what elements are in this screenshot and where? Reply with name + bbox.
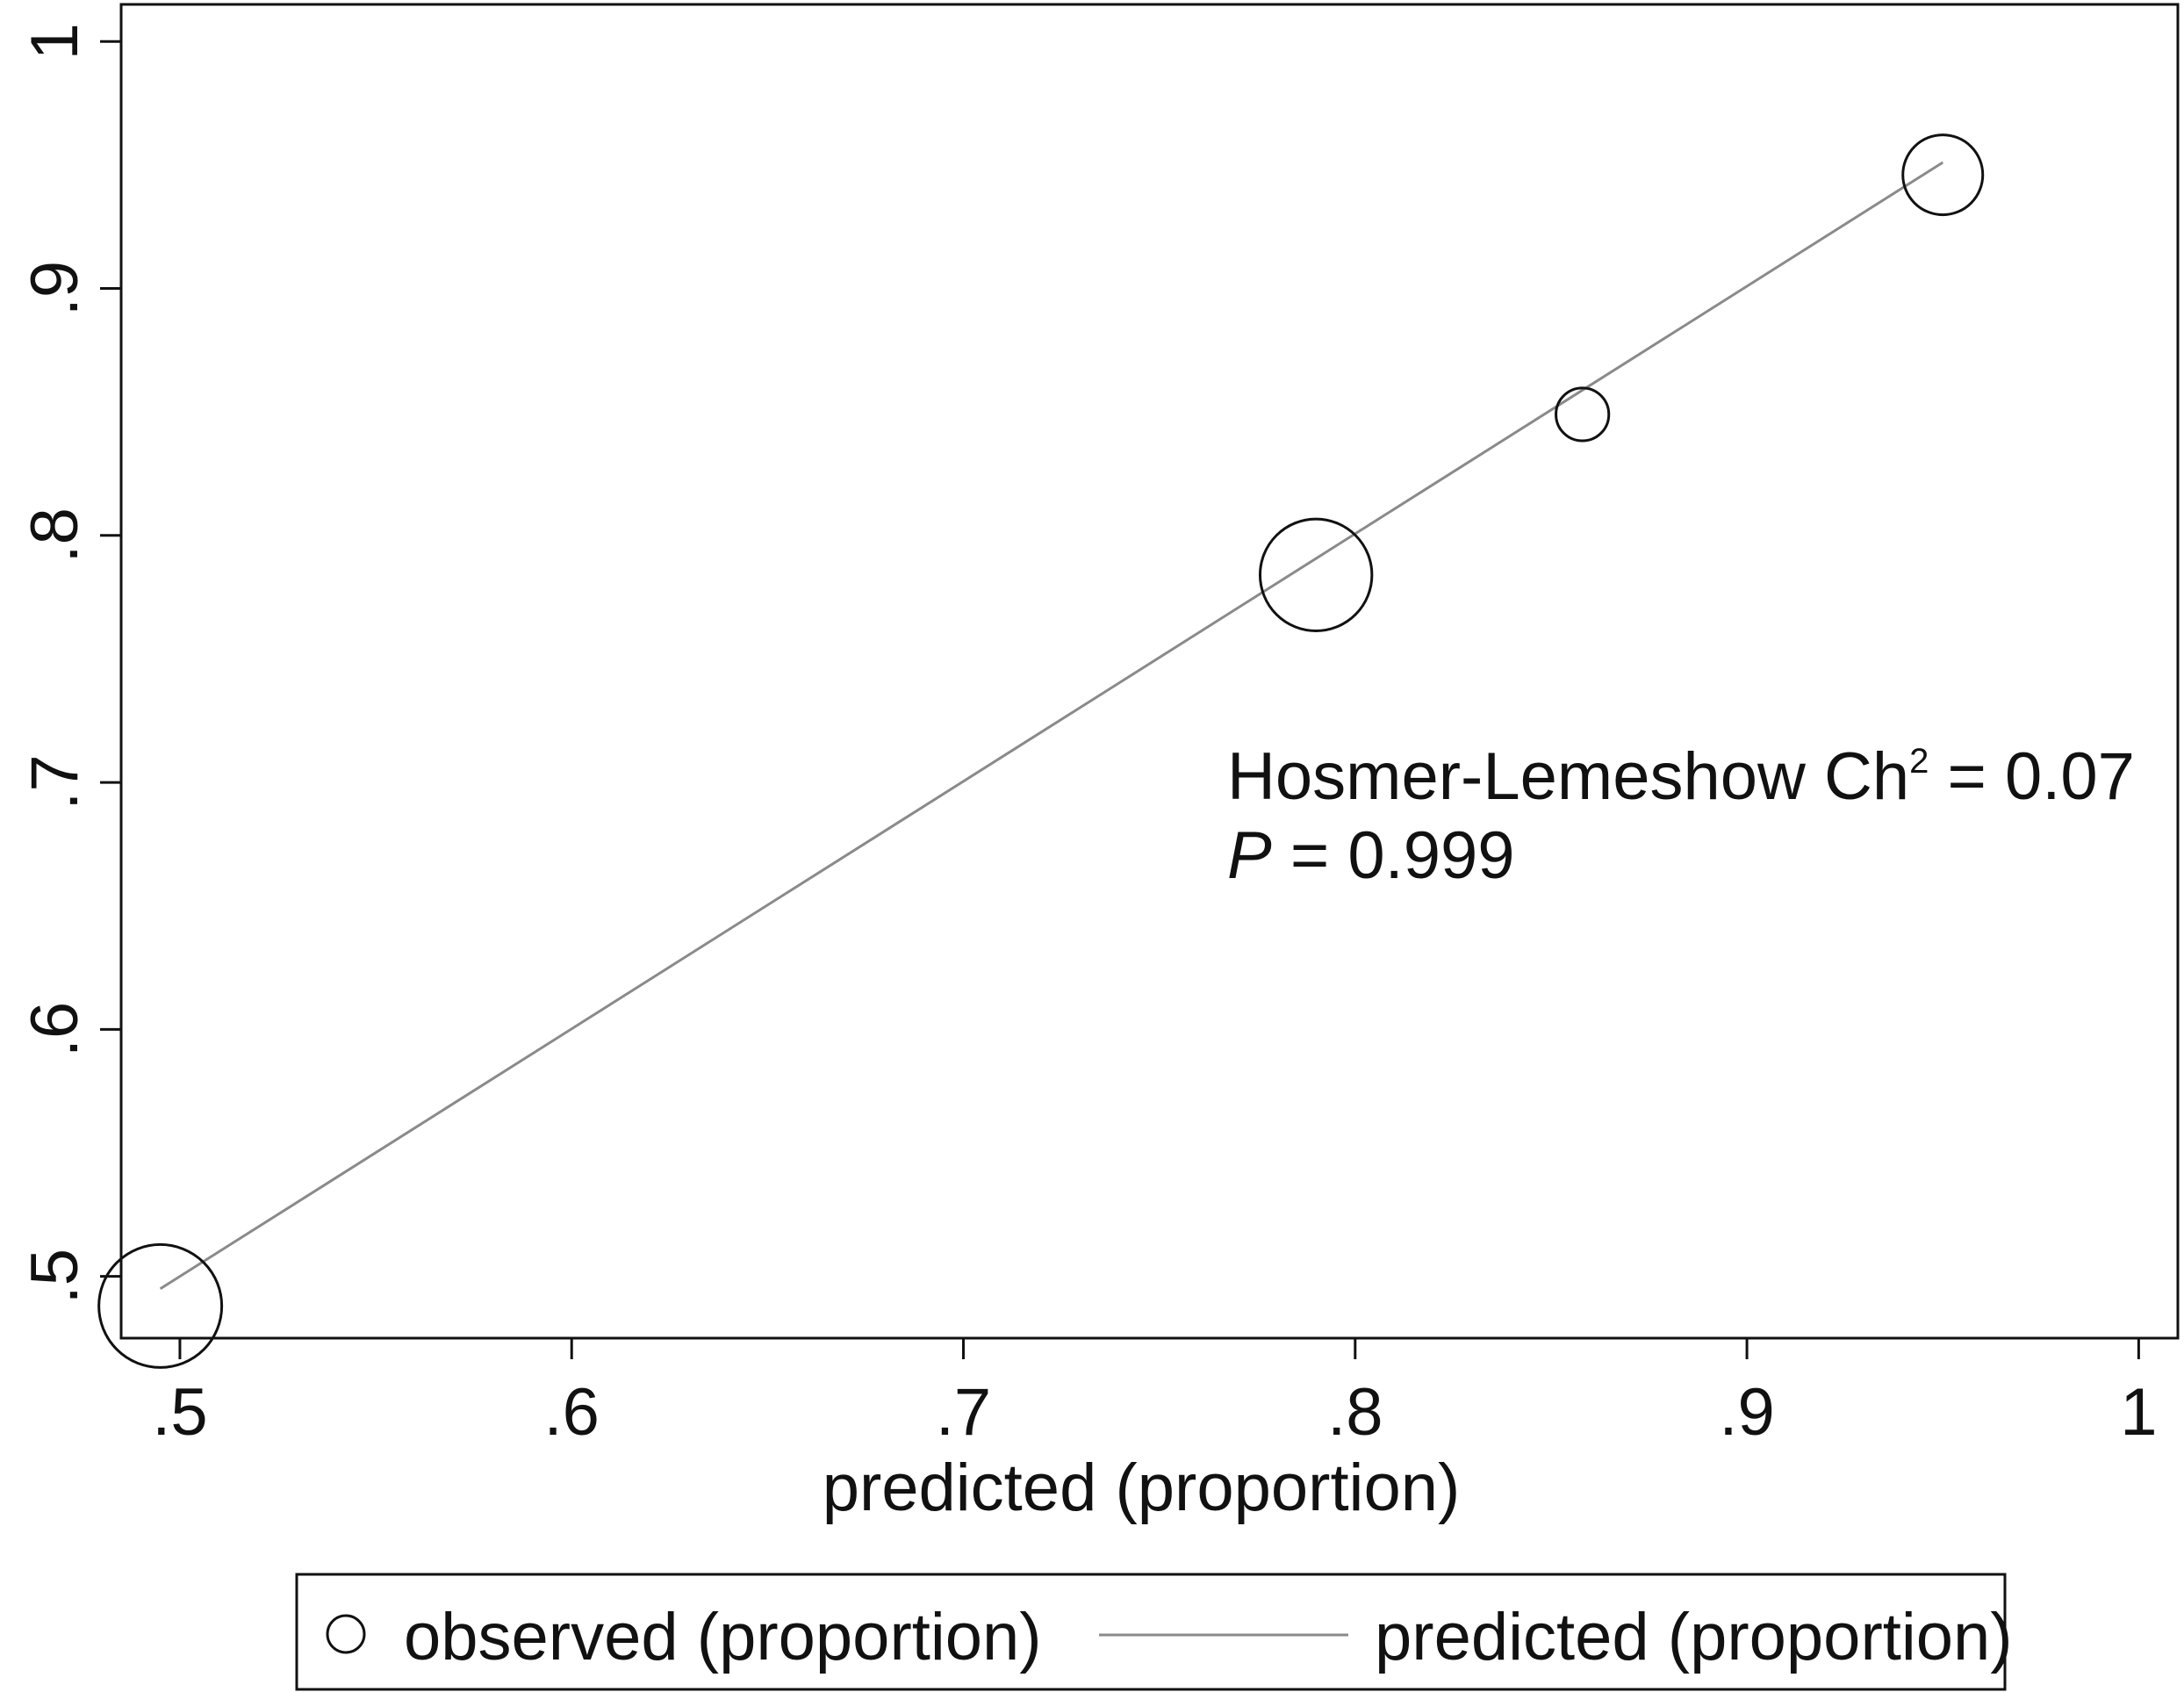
hl-statistic-label: Hosmer-Lemeshow Ch bbox=[1227, 739, 1909, 814]
predicted-line bbox=[159, 161, 1944, 1291]
legend-observed-label: observed (proportion) bbox=[404, 1600, 1042, 1674]
legend-box bbox=[295, 1573, 2007, 1691]
y-tick-label: .5 bbox=[18, 1249, 92, 1304]
x-tick-label: .8 bbox=[1327, 1375, 1383, 1450]
y-tick-label: 1 bbox=[18, 23, 92, 60]
observed-point bbox=[1555, 386, 1611, 443]
observed-point bbox=[97, 1242, 224, 1369]
y-tick-label: .8 bbox=[18, 508, 92, 563]
observed-point bbox=[1901, 133, 1985, 217]
p-value-annotation: P = 0.999 bbox=[1227, 818, 1515, 893]
legend: observed (proportion) predicted (proport… bbox=[295, 1573, 2013, 1691]
hl-superscript: 2 bbox=[1909, 742, 1929, 781]
x-tick-label: .9 bbox=[1719, 1375, 1774, 1450]
y-axis: .5 .6 .7 .8 .9 1 bbox=[18, 23, 121, 1304]
hl-statistic-annotation: Hosmer-Lemeshow Ch2 = 0.07 bbox=[1227, 739, 2135, 814]
p-value-value: = 0.999 bbox=[1272, 818, 1515, 893]
series-layer bbox=[97, 133, 1985, 1369]
x-tick-label: .7 bbox=[936, 1375, 991, 1450]
x-axis-title: predicted (proportion) bbox=[823, 1451, 1461, 1525]
legend-observed-marker bbox=[326, 1614, 366, 1654]
x-tick-label: .6 bbox=[544, 1375, 600, 1450]
plot-frame bbox=[119, 3, 2180, 1340]
x-axis: .5 .6 .7 .8 .9 1 bbox=[152, 1338, 2158, 1450]
x-tick-label: 1 bbox=[2120, 1375, 2157, 1450]
y-tick-label: .7 bbox=[18, 754, 92, 810]
observed-point bbox=[1258, 517, 1374, 632]
hl-statistic-value: = 0.07 bbox=[1929, 739, 2135, 814]
x-tick-label: .5 bbox=[152, 1375, 207, 1450]
y-tick-label: .9 bbox=[18, 261, 92, 316]
legend-predicted-label: predicted (proportion) bbox=[1375, 1600, 2013, 1674]
y-tick-label: .6 bbox=[18, 1002, 92, 1057]
p-value-label: P bbox=[1227, 818, 1272, 893]
